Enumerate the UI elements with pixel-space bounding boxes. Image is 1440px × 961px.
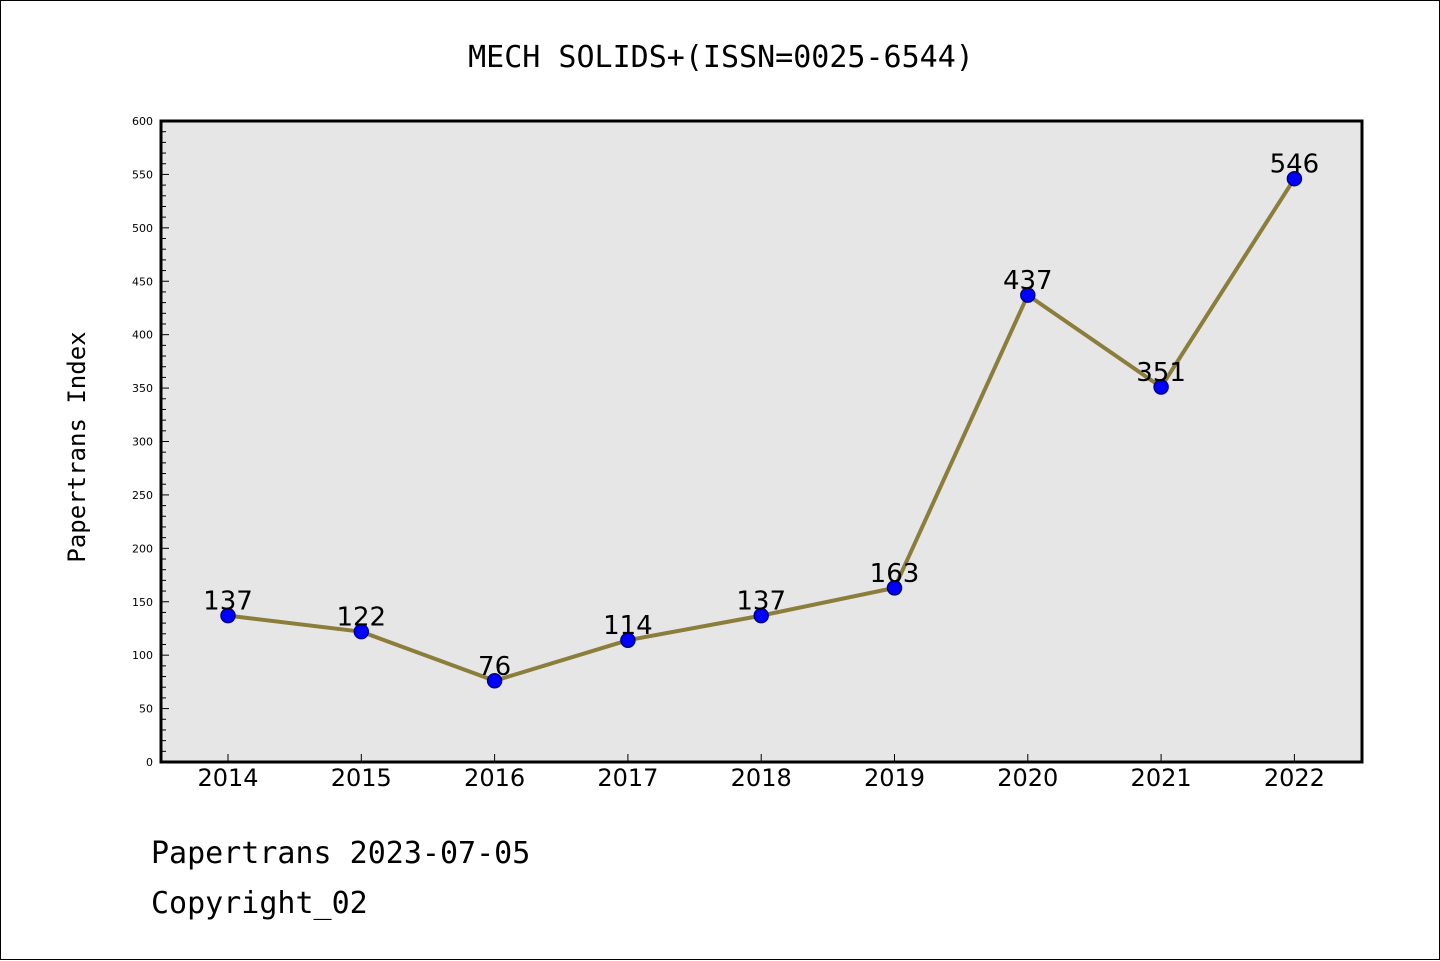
data-point <box>753 607 769 624</box>
x-tick-label: 2018 <box>731 764 792 792</box>
y-tick-label: 100 <box>132 649 153 662</box>
data-point <box>1286 170 1303 187</box>
axis-ticks: 0 50 100 150 200 250 300 350 400 450 500 550 600 2014… <box>132 115 1325 792</box>
y-axis-label: Papertrans Index <box>63 331 91 562</box>
y-tick-label: 150 <box>132 596 153 609</box>
y-tick-label: 350 <box>132 382 153 395</box>
data-point <box>886 580 903 596</box>
x-tick-label: 2019 <box>864 764 925 792</box>
x-tick-label: 2014 <box>197 764 258 792</box>
y-tick-label: 200 <box>132 542 153 555</box>
data-label: 122 <box>336 603 386 633</box>
x-tick-label: 2020 <box>997 764 1058 792</box>
x-tick-label: 2021 <box>1131 764 1192 792</box>
y-tick-label: 400 <box>132 329 153 342</box>
data-label: 437 <box>1003 266 1053 296</box>
y-tick-label: 0 <box>146 756 153 769</box>
y-tick-label: 600 <box>132 115 153 128</box>
data-label: 114 <box>603 611 653 641</box>
y-tick-label: 250 <box>132 489 153 502</box>
data-label: 76 <box>478 652 511 682</box>
chart-title: MECH SOLIDS+(ISSN=0025-6544) <box>468 40 974 75</box>
x-tick-label: 2016 <box>464 764 525 792</box>
data-labels: 137 122 76 114 137 163 437 351 546 <box>203 150 1319 682</box>
data-point <box>1153 379 1169 395</box>
y-tick-label: 550 <box>132 168 153 181</box>
y-tick-label: 450 <box>132 275 153 288</box>
plot-area <box>161 121 1362 762</box>
data-label: 137 <box>736 587 786 617</box>
x-tick-label: 2017 <box>597 764 658 792</box>
data-label: 351 <box>1136 358 1186 388</box>
data-label: 546 <box>1270 150 1320 180</box>
data-point <box>220 607 236 624</box>
plot-border <box>159 119 1364 764</box>
data-label: 137 <box>203 587 253 617</box>
footer-copyright: Copyright_02 <box>151 886 368 921</box>
x-tick-label: 2022 <box>1264 764 1325 792</box>
y-tick-label: 500 <box>132 222 153 235</box>
y-tick-label: 50 <box>139 703 153 716</box>
data-point <box>486 673 503 689</box>
x-tick-label: 2015 <box>331 764 392 792</box>
y-tick-label: 300 <box>132 436 153 449</box>
data-label: 163 <box>870 559 920 589</box>
data-series <box>220 170 1303 689</box>
footer-date: Papertrans 2023-07-05 <box>151 836 531 871</box>
data-point <box>353 623 370 640</box>
data-point <box>620 632 636 648</box>
data-point <box>1020 287 1036 303</box>
